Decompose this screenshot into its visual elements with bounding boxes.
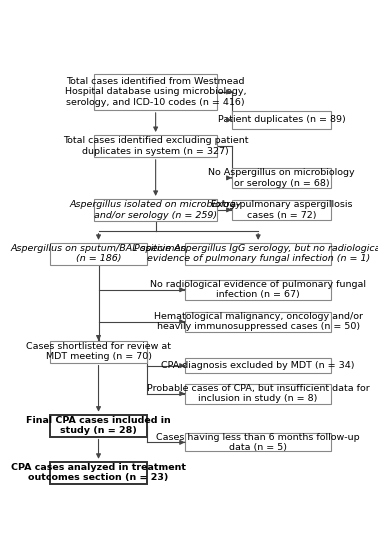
Text: Patient duplicates (n = 89): Patient duplicates (n = 89) — [218, 116, 345, 124]
Text: Extra-pulmonary aspergillosis
cases (n = 72): Extra-pulmonary aspergillosis cases (n =… — [211, 200, 352, 219]
Text: Aspergillus isolated on microbiology
and/or serology (n = 259): Aspergillus isolated on microbiology and… — [70, 200, 242, 219]
Bar — [185, 312, 332, 332]
Text: CPA diagnosis excluded by MDT (n = 34): CPA diagnosis excluded by MDT (n = 34) — [161, 361, 355, 370]
Bar — [232, 200, 332, 220]
Text: Probable cases of CPA, but insufficient data for
inclusion in study (n = 8): Probable cases of CPA, but insufficient … — [147, 384, 370, 403]
Text: Cases shortlisted for review at
MDT meeting (n = 70): Cases shortlisted for review at MDT meet… — [26, 342, 171, 361]
Text: Hematological malignancy, oncology and/or
heavily immunosuppressed cases (n = 50: Hematological malignancy, oncology and/o… — [154, 312, 363, 332]
Bar — [50, 462, 147, 483]
Text: Total cases identified excluding patient
duplicates in system (n = 327): Total cases identified excluding patient… — [63, 136, 248, 156]
Text: No radiological evidence of pulmonary fungal
infection (n = 67): No radiological evidence of pulmonary fu… — [150, 280, 366, 299]
Text: Aspergillus on sputum/BAL specimen
(n = 186): Aspergillus on sputum/BAL specimen (n = … — [10, 244, 187, 263]
Bar — [94, 74, 217, 110]
Bar — [185, 433, 332, 452]
Bar — [185, 280, 332, 300]
Bar — [185, 358, 332, 373]
Text: Positive Aspergillus IgG serology, but no radiological
evidence of pulmonary fun: Positive Aspergillus IgG serology, but n… — [133, 244, 378, 263]
Bar — [50, 415, 147, 437]
Text: Final CPA cases included in
study (n = 28): Final CPA cases included in study (n = 2… — [26, 416, 171, 435]
Bar — [94, 199, 217, 221]
Bar — [232, 111, 332, 129]
Bar — [232, 168, 332, 188]
Bar — [185, 243, 332, 265]
Bar — [50, 243, 147, 265]
Bar — [185, 384, 332, 404]
Bar — [50, 340, 147, 362]
Text: Cases having less than 6 months follow-up
data (n = 5): Cases having less than 6 months follow-u… — [156, 433, 360, 452]
Text: CPA cases analyzed in treatment
outcomes section (n = 23): CPA cases analyzed in treatment outcomes… — [11, 463, 186, 482]
Text: No Aspergillus on microbiology
or serology (n = 68): No Aspergillus on microbiology or serolo… — [208, 168, 355, 188]
Bar — [94, 135, 217, 157]
Text: Total cases identified from Westmead
Hospital database using microbiology,
serol: Total cases identified from Westmead Hos… — [65, 77, 246, 107]
